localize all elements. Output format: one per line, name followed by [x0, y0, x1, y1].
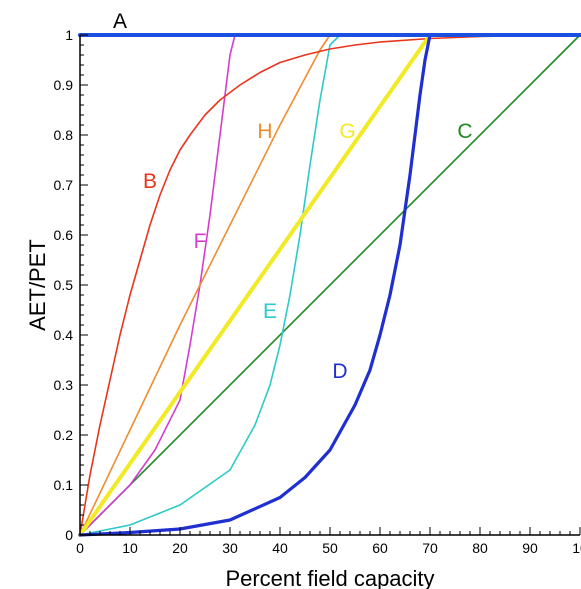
series-label-d: D [332, 360, 347, 383]
x-tick-label: 70 [422, 540, 438, 556]
y-tick-label: 0.5 [54, 277, 74, 293]
x-tick-label: 10 [122, 540, 138, 556]
x-tick-label: 60 [372, 540, 388, 556]
y-tick-label: 0.2 [54, 427, 74, 443]
x-tick-label: 50 [322, 540, 338, 556]
x-axis-title: Percent field capacity [225, 566, 434, 589]
y-tick-label: 0.3 [54, 377, 74, 393]
y-tick-label: 1 [65, 27, 73, 43]
curves [78, 33, 581, 537]
x-tick-label: 0 [76, 540, 84, 556]
x-tick-label: 80 [472, 540, 488, 556]
series-label-f: F [194, 230, 207, 253]
y-tick-label: 0.6 [54, 227, 74, 243]
series-label-a: A [113, 10, 127, 33]
series-line-f [79, 34, 581, 536]
x-tick-label: 10 [572, 540, 581, 556]
y-tick-label: 0 [65, 527, 73, 543]
series-line-b [79, 34, 581, 536]
series-label-b: B [143, 170, 157, 193]
y-tick-label: 0.9 [54, 77, 74, 93]
curve-labels: A B C D E F G H [113, 10, 473, 383]
series-line-c [79, 34, 581, 536]
series-label-h: H [257, 120, 272, 143]
tick-labels: 01020304050607080901000.10.20.30.40.50.6… [54, 27, 581, 556]
y-axis-title: AET/PET [25, 239, 50, 331]
series-label-g: G [339, 120, 355, 143]
series-line-e [79, 34, 581, 536]
x-tick-label: 30 [222, 540, 238, 556]
series-line-h [79, 34, 581, 536]
ticks [79, 34, 581, 536]
x-tick-label: 20 [172, 540, 188, 556]
x-tick-label: 40 [272, 540, 288, 556]
series-label-c: C [457, 120, 472, 143]
series-line-d [78, 33, 581, 537]
x-tick-label: 90 [522, 540, 538, 556]
y-tick-label: 0.8 [54, 127, 74, 143]
y-tick-label: 0.4 [54, 327, 74, 343]
y-tick-label: 0.7 [54, 177, 74, 193]
y-tick-label: 0.1 [54, 477, 74, 493]
series-label-e: E [263, 300, 277, 323]
